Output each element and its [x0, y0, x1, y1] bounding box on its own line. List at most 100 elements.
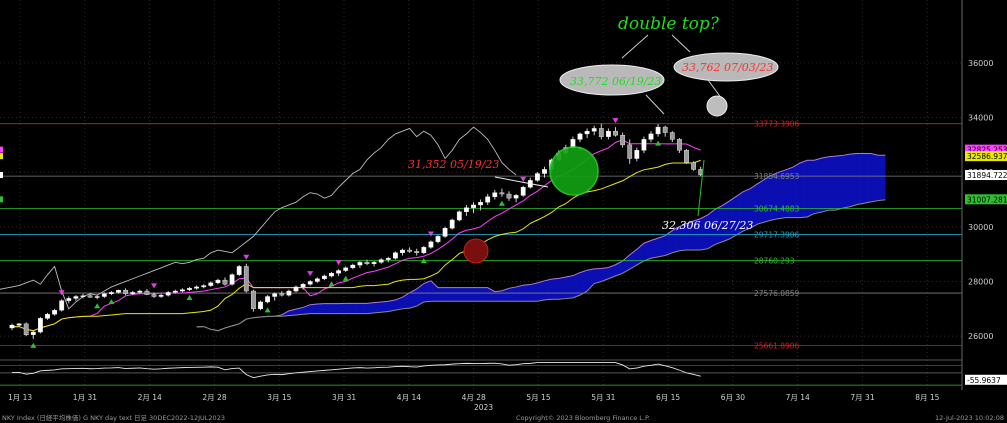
cloud-segment: [643, 240, 652, 262]
candle: [73, 295, 79, 301]
cloud-segment: [444, 287, 453, 302]
candle: [449, 218, 455, 230]
candle-body: [66, 298, 72, 301]
candle-body: [598, 128, 604, 137]
candle: [123, 288, 129, 296]
oscillator-line: [11, 362, 701, 379]
candle: [329, 271, 334, 278]
cloud-segment: [657, 235, 666, 258]
candle-body: [329, 273, 334, 277]
candle: [393, 251, 398, 260]
cloud-segment: [863, 153, 872, 204]
buy-marker: [420, 258, 427, 264]
candle: [45, 312, 50, 320]
candle-body: [677, 139, 682, 151]
peak2-label: 33,762 07/03/23: [682, 61, 773, 74]
cloud-segment: [317, 303, 325, 314]
candle-body: [179, 289, 185, 292]
candle: [101, 292, 107, 298]
cloud-segment: [530, 282, 538, 302]
candle: [116, 289, 121, 294]
candle-body: [116, 290, 121, 293]
x-tick-label: 7月 14: [786, 393, 810, 402]
candle: [513, 194, 519, 203]
candle-body: [215, 279, 221, 284]
candle-body: [307, 281, 313, 285]
candle: [471, 202, 476, 214]
osc-value-tag: -55.9637: [965, 374, 1007, 385]
level-label: 25661.8906: [754, 341, 800, 350]
sell-marker: [520, 176, 527, 182]
candle-body: [52, 309, 58, 315]
candle-body: [542, 169, 547, 174]
candle-body: [662, 126, 668, 133]
cloud-segment: [842, 153, 851, 209]
cloud-segment: [870, 153, 879, 203]
candle-body: [499, 192, 505, 195]
candle-body: [80, 295, 86, 297]
x-tick-label: 1月 13: [8, 393, 32, 402]
candle: [80, 293, 86, 299]
candle: [634, 147, 640, 162]
candle: [23, 322, 29, 337]
candle-body: [30, 331, 36, 335]
pointer-line: [697, 159, 705, 217]
candle-body: [442, 227, 448, 237]
candle: [336, 269, 341, 277]
breakout-circle: [549, 146, 599, 196]
candle: [187, 286, 192, 292]
value-tag-label: 32586.9375: [967, 152, 1007, 161]
cloud-segment: [728, 195, 737, 240]
candle-body: [38, 318, 43, 333]
annotations: double top? 33,772 06/19/23 33,762 07/03/2…: [408, 14, 779, 264]
candle-body: [449, 219, 455, 229]
cloud-segment: [331, 303, 339, 314]
value-tag-box: [965, 151, 1007, 162]
candle: [172, 289, 178, 294]
x-tick-label: 7月 31: [850, 393, 874, 402]
candle-body: [201, 285, 207, 288]
cloud-segment: [373, 301, 382, 314]
cloud-segment: [828, 155, 836, 211]
candle-body: [648, 133, 654, 140]
candle-body: [393, 252, 398, 259]
candle: [215, 278, 221, 285]
candle-body: [265, 296, 270, 303]
cloud-segment: [849, 153, 858, 208]
candle-body: [364, 262, 370, 264]
candle-body: [641, 139, 647, 151]
candle: [648, 131, 654, 143]
candle-body: [535, 173, 540, 181]
candle-body: [314, 278, 320, 282]
candle: [520, 185, 526, 197]
candle-body: [9, 325, 15, 329]
y-tick-label: 36000: [968, 59, 993, 68]
candle: [258, 300, 263, 311]
candle-body: [400, 249, 405, 253]
candle-body: [513, 195, 519, 199]
cloud-segment: [537, 280, 545, 302]
y-tick-label: 30000: [968, 223, 993, 232]
candle: [464, 204, 469, 216]
x-tick-label: 4月 14: [397, 393, 421, 402]
candle-body: [258, 301, 263, 310]
candle: [222, 277, 228, 286]
candle: [535, 172, 540, 182]
candle-body: [222, 279, 228, 285]
footer-center: Copyright© 2023 Bloomberg Finance L.P.: [516, 414, 650, 422]
peak2-bubble: [673, 52, 779, 82]
candle-body: [272, 293, 278, 297]
value-tag-label: 31007.2812: [967, 195, 1007, 204]
candle-body: [478, 202, 483, 206]
candle: [194, 285, 199, 290]
candle: [691, 161, 697, 171]
candle-body: [293, 286, 299, 292]
candle: [662, 125, 668, 137]
candle-body: [371, 262, 377, 264]
cloud-segment: [466, 287, 474, 302]
oscillator-panel: [0, 359, 962, 386]
cloud-segment: [650, 237, 659, 259]
candle: [307, 280, 313, 286]
osc-value-label: -55.9637: [967, 376, 1001, 385]
buy-marker: [186, 295, 193, 301]
